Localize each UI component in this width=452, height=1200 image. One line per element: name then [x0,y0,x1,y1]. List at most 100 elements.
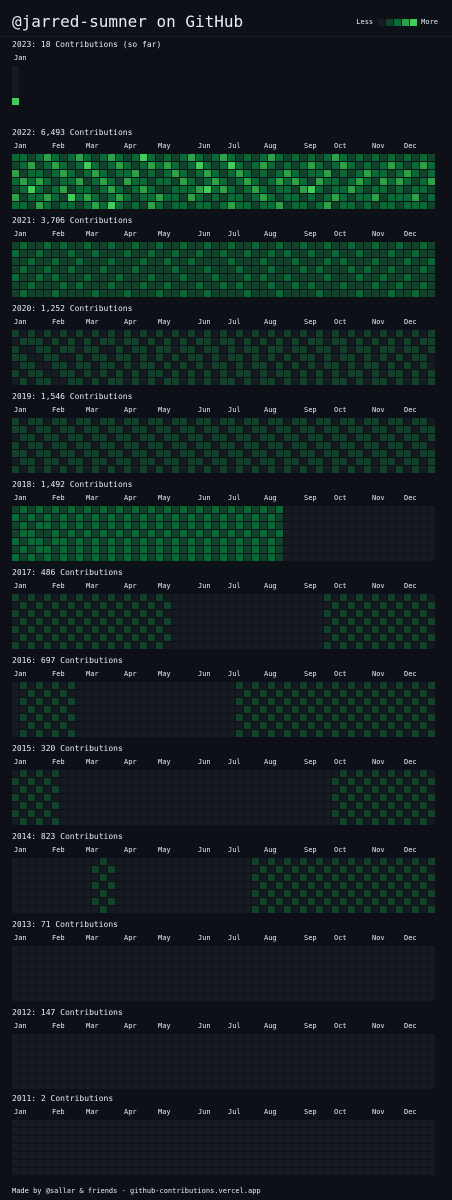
contribution-cell [244,282,251,289]
contribution-cell [116,1152,123,1159]
contribution-cell [420,866,427,873]
contribution-cell [164,162,171,169]
contribution-cell [132,418,139,425]
contribution-cell [76,514,83,521]
contribution-cell [28,1168,35,1175]
contribution-cell [420,274,427,281]
contribution-cell [20,810,27,817]
contribution-cell [12,946,19,953]
contribution-cell [212,946,219,953]
contribution-cell [428,874,435,881]
contribution-cell [228,282,235,289]
contribution-cell [164,594,171,601]
contribution-cell [308,1128,315,1135]
contribution-cell [76,802,83,809]
contribution-cell [52,1074,59,1081]
contribution-cell [348,802,355,809]
contribution-cell [188,690,195,697]
contribution-cell [132,610,139,617]
contribution-cell [420,698,427,705]
contribution-cell [188,778,195,785]
contribution-cell [76,986,83,993]
contribution-cell [420,450,427,457]
contribution-cell [52,610,59,617]
month-label: Apr [124,406,137,414]
contribution-cell [188,1082,195,1089]
contribution-cell [60,890,67,897]
contribution-cell [220,978,227,985]
month-label: Jan [14,318,27,326]
contribution-cell [108,466,115,473]
contribution-cell [420,538,427,545]
contribution-cell [180,954,187,961]
contribution-cell [292,370,299,377]
contribution-cell [308,802,315,809]
contribution-cell [276,186,283,193]
contribution-cell [164,706,171,713]
contribution-cell [428,1074,435,1081]
contribution-cell [284,338,291,345]
contribution-cell [348,458,355,465]
contribution-cell [404,354,411,361]
contribution-cell [12,706,19,713]
contribution-cell [284,506,291,513]
contribution-cell [292,554,299,561]
contribution-cell [28,546,35,553]
contribution-cell [292,682,299,689]
contribution-cell [404,274,411,281]
contribution-cell [172,1050,179,1057]
contribution-cell [204,1050,211,1057]
contribution-cell [300,1058,307,1065]
contribution-cell [196,962,203,969]
contribution-cell [188,858,195,865]
contribution-cell [292,538,299,545]
contribution-cell [260,954,267,961]
contribution-cell [140,506,147,513]
contribution-cell [292,1066,299,1073]
contribution-cell [228,530,235,537]
contribution-cell [420,722,427,729]
contribution-cell [332,1136,339,1143]
contribution-cell [428,642,435,649]
contribution-cell [140,866,147,873]
contribution-cell [364,1128,371,1135]
contribution-cell [396,290,403,297]
contribution-cell [124,786,131,793]
contribution-cell [236,818,243,825]
contribution-cell [44,618,51,625]
contribution-cell [12,1042,19,1049]
contribution-cell [52,1168,59,1175]
contribution-cell [180,1160,187,1167]
contribution-cell [172,770,179,777]
contribution-cell [180,642,187,649]
contribution-cell [52,978,59,985]
contribution-grid [12,330,440,390]
legend-level-1-swatch [386,18,394,26]
contribution-cell [116,1058,123,1065]
contribution-cell [316,682,323,689]
contribution-cell [364,282,371,289]
contribution-cell [60,954,67,961]
contribution-cell [36,810,43,817]
contribution-cell [36,1058,43,1065]
contribution-cell [364,362,371,369]
contribution-cell [356,994,363,1001]
contribution-cell [284,434,291,441]
year-title: 2021: 3,706 Contributions [12,216,133,225]
contribution-cell [284,730,291,737]
contribution-cell [44,994,51,1001]
contribution-cell [372,266,379,273]
contribution-cell [292,626,299,633]
month-label: Feb [52,142,65,150]
contribution-cell [244,602,251,609]
contribution-cell [356,250,363,257]
contribution-cell [92,770,99,777]
contribution-cell [44,546,51,553]
contribution-cell [268,962,275,969]
contribution-cell [236,1136,243,1143]
contribution-cell [244,162,251,169]
contribution-cell [212,506,219,513]
contribution-cell [284,722,291,729]
contribution-cell [332,706,339,713]
contribution-cell [180,442,187,449]
